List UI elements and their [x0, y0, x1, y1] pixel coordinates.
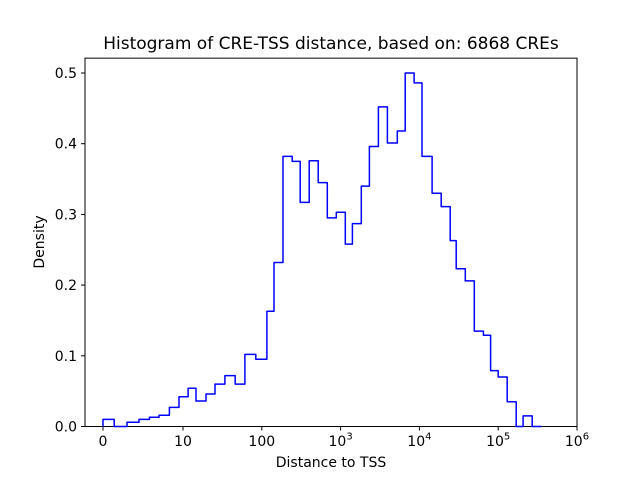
x-tick-label: 0: [99, 434, 108, 450]
x-tick-label: 100: [248, 434, 275, 450]
y-tick-label: 0.1: [55, 349, 77, 365]
y-tick-label: 0.3: [55, 207, 77, 223]
y-tick-label: 0.4: [55, 137, 77, 153]
y-tick-label: 0.0: [55, 420, 77, 436]
x-tick-label: 105: [486, 432, 510, 451]
plot-area-background: [85, 58, 577, 427]
x-tick-label: 104: [407, 432, 431, 451]
x-tick-label: 10: [174, 434, 192, 450]
x-tick-label: 103: [328, 432, 352, 451]
plot-area: 0 10 100 103 104 105 106 0.0 0.1 0.2 0.3 0.4 0.5: [55, 57, 589, 451]
histogram-line: [102, 72, 542, 428]
y-tick-label: 0.2: [55, 278, 77, 294]
chart-title: Histogram of CRE-TSS distance, based on:…: [103, 34, 559, 54]
y-axis-label: Density: [32, 215, 48, 268]
axes-box: [84, 57, 578, 427]
x-axis-label: Distance to TSS: [276, 455, 387, 471]
x-tick-label: 106: [565, 432, 589, 451]
y-tick-label: 0.5: [55, 66, 77, 82]
